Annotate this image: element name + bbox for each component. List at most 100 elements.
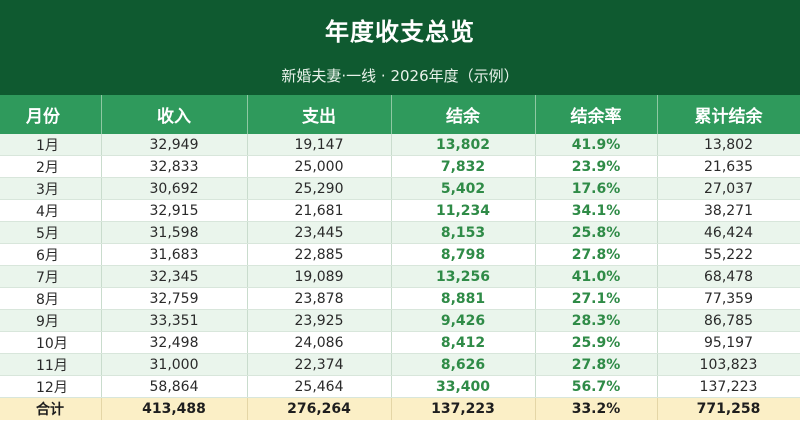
title-banner: 年度收支总览 新婚夫妻·一线 · 2026年度（示例） — [0, 0, 800, 95]
cumulative-cell[interactable]: 95,197 — [657, 331, 800, 354]
balance-cell[interactable]: 33,400 — [391, 375, 536, 398]
cumulative-cell[interactable]: 55,222 — [657, 243, 800, 266]
month-cell[interactable]: 3月 — [0, 177, 102, 200]
month-cell[interactable]: 9月 — [0, 309, 102, 332]
balance-rate-cell[interactable]: 41.0% — [535, 265, 658, 288]
month-cell[interactable]: 8月 — [0, 287, 102, 310]
balance-cell[interactable]: 8,412 — [391, 331, 536, 354]
income-cell[interactable]: 31,598 — [101, 221, 248, 244]
header-balance-rate[interactable]: 结余率 — [535, 95, 658, 134]
header-income[interactable]: 收入 — [101, 95, 248, 134]
expense-cell[interactable]: 19,089 — [247, 265, 392, 288]
total-expense[interactable]: 276,264 — [247, 397, 392, 420]
cumulative-cell[interactable]: 68,478 — [657, 265, 800, 288]
balance-cell[interactable]: 11,234 — [391, 199, 536, 222]
cumulative-cell[interactable]: 77,359 — [657, 287, 800, 310]
cumulative-cell[interactable]: 86,785 — [657, 309, 800, 332]
total-balance-rate[interactable]: 33.2% — [535, 397, 658, 420]
balance-cell[interactable]: 8,626 — [391, 353, 536, 376]
table-row: 6月 31,683 22,885 8,798 27.8% 55,222 — [0, 243, 800, 266]
balance-rate-cell[interactable]: 27.8% — [535, 353, 658, 376]
balance-rate-cell[interactable]: 34.1% — [535, 199, 658, 222]
income-cell[interactable]: 32,833 — [101, 155, 248, 178]
month-cell[interactable]: 6月 — [0, 243, 102, 266]
expense-cell[interactable]: 25,000 — [247, 155, 392, 178]
expense-cell[interactable]: 23,925 — [247, 309, 392, 332]
balance-rate-cell[interactable]: 17.6% — [535, 177, 658, 200]
income-cell[interactable]: 32,915 — [101, 199, 248, 222]
expense-cell[interactable]: 19,147 — [247, 134, 392, 156]
total-row: 合计 413,488 276,264 137,223 33.2% 771,258 — [0, 397, 800, 420]
balance-cell[interactable]: 5,402 — [391, 177, 536, 200]
expense-cell[interactable]: 25,290 — [247, 177, 392, 200]
income-cell[interactable]: 33,351 — [101, 309, 248, 332]
month-cell[interactable]: 5月 — [0, 221, 102, 244]
income-cell[interactable]: 32,345 — [101, 265, 248, 288]
cumulative-cell[interactable]: 46,424 — [657, 221, 800, 244]
cumulative-cell[interactable]: 38,271 — [657, 199, 800, 222]
income-cell[interactable]: 32,949 — [101, 134, 248, 156]
table-row: 1月 32,949 19,147 13,802 41.9% 13,802 — [0, 134, 800, 156]
month-cell[interactable]: 4月 — [0, 199, 102, 222]
cumulative-cell[interactable]: 137,223 — [657, 375, 800, 398]
balance-rate-cell[interactable]: 56.7% — [535, 375, 658, 398]
expense-cell[interactable]: 22,885 — [247, 243, 392, 266]
month-cell[interactable]: 7月 — [0, 265, 102, 288]
income-cell[interactable]: 32,759 — [101, 287, 248, 310]
month-cell[interactable]: 11月 — [0, 353, 102, 376]
header-month[interactable]: 月份 — [0, 95, 102, 134]
summary-table: 月份 收入 支出 结余 结余率 累计结余 1月 32,949 19,147 13,80… — [0, 95, 800, 420]
balance-rate-cell[interactable]: 41.9% — [535, 134, 658, 156]
income-cell[interactable]: 32,498 — [101, 331, 248, 354]
balance-cell[interactable]: 13,256 — [391, 265, 536, 288]
expense-cell[interactable]: 22,374 — [247, 353, 392, 376]
table-body: 1月 32,949 19,147 13,802 41.9% 13,802 2月 32,833 2… — [0, 134, 800, 398]
expense-cell[interactable]: 24,086 — [247, 331, 392, 354]
cumulative-cell[interactable]: 27,037 — [657, 177, 800, 200]
header-expense[interactable]: 支出 — [247, 95, 392, 134]
table-row: 10月 32,498 24,086 8,412 25.9% 95,197 — [0, 331, 800, 354]
month-cell[interactable]: 2月 — [0, 155, 102, 178]
cumulative-cell[interactable]: 13,802 — [657, 134, 800, 156]
balance-cell[interactable]: 9,426 — [391, 309, 536, 332]
month-cell[interactable]: 10月 — [0, 331, 102, 354]
header-cumulative[interactable]: 累计结余 — [657, 95, 800, 134]
page-subtitle: 新婚夫妻·一线 · 2026年度（示例） — [281, 67, 519, 85]
balance-cell[interactable]: 8,881 — [391, 287, 536, 310]
total-income[interactable]: 413,488 — [101, 397, 248, 420]
income-cell[interactable]: 58,864 — [101, 375, 248, 398]
balance-rate-cell[interactable]: 23.9% — [535, 155, 658, 178]
balance-cell[interactable]: 7,832 — [391, 155, 536, 178]
month-cell[interactable]: 1月 — [0, 134, 102, 156]
expense-cell[interactable]: 21,681 — [247, 199, 392, 222]
total-balance[interactable]: 137,223 — [391, 397, 536, 420]
balance-rate-cell[interactable]: 27.8% — [535, 243, 658, 266]
table-row: 11月 31,000 22,374 8,626 27.8% 103,823 — [0, 353, 800, 376]
page-title: 年度收支总览 — [325, 18, 475, 46]
balance-rate-cell[interactable]: 25.9% — [535, 331, 658, 354]
expense-cell[interactable]: 23,878 — [247, 287, 392, 310]
total-label[interactable]: 合计 — [0, 397, 102, 420]
table-row: 7月 32,345 19,089 13,256 41.0% 68,478 — [0, 265, 800, 288]
table-row: 12月 58,864 25,464 33,400 56.7% 137,223 — [0, 375, 800, 398]
expense-cell[interactable]: 25,464 — [247, 375, 392, 398]
month-cell[interactable]: 12月 — [0, 375, 102, 398]
table-row: 5月 31,598 23,445 8,153 25.8% 46,424 — [0, 221, 800, 244]
income-cell[interactable]: 31,000 — [101, 353, 248, 376]
balance-cell[interactable]: 8,798 — [391, 243, 536, 266]
income-cell[interactable]: 30,692 — [101, 177, 248, 200]
expense-cell[interactable]: 23,445 — [247, 221, 392, 244]
balance-cell[interactable]: 13,802 — [391, 134, 536, 156]
header-balance[interactable]: 结余 — [391, 95, 536, 134]
balance-cell[interactable]: 8,153 — [391, 221, 536, 244]
cumulative-cell[interactable]: 21,635 — [657, 155, 800, 178]
income-cell[interactable]: 31,683 — [101, 243, 248, 266]
total-cumulative[interactable]: 771,258 — [657, 397, 800, 420]
cumulative-cell[interactable]: 103,823 — [657, 353, 800, 376]
balance-rate-cell[interactable]: 28.3% — [535, 309, 658, 332]
table-row: 2月 32,833 25,000 7,832 23.9% 21,635 — [0, 155, 800, 178]
balance-rate-cell[interactable]: 25.8% — [535, 221, 658, 244]
balance-rate-cell[interactable]: 27.1% — [535, 287, 658, 310]
table-row: 4月 32,915 21,681 11,234 34.1% 38,271 — [0, 199, 800, 222]
